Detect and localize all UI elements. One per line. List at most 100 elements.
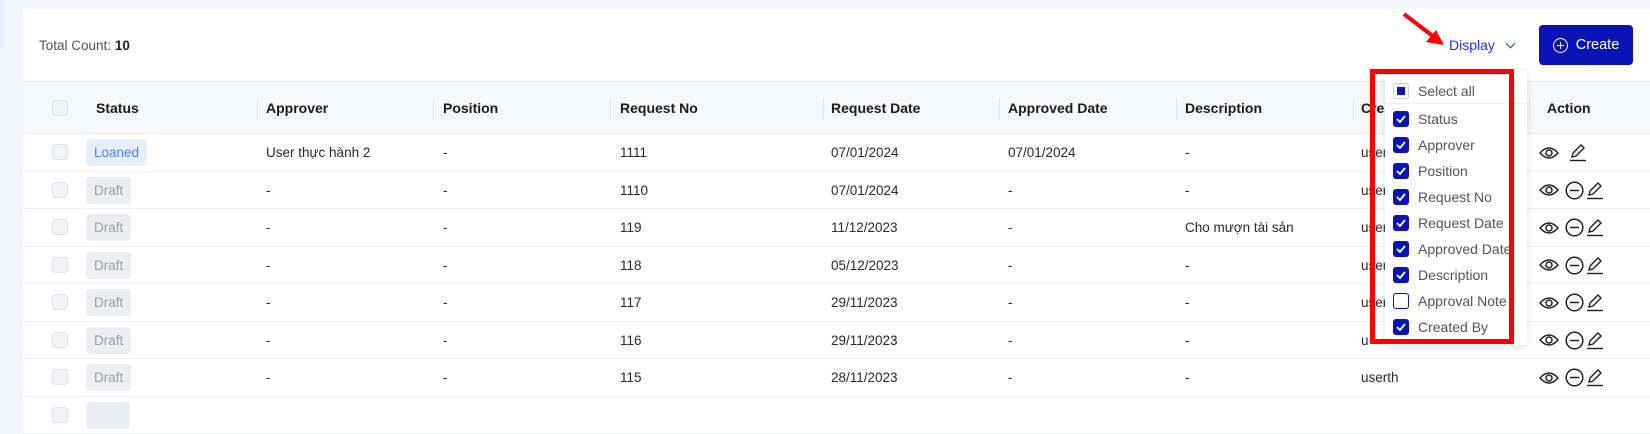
row-checkbox[interactable] — [52, 332, 68, 348]
total-count-value: 10 — [115, 38, 130, 53]
checkbox-checked-icon[interactable] — [1393, 189, 1409, 205]
cell-created-by: userth — [1361, 370, 1399, 385]
cell-request-no: 1111 — [620, 145, 647, 160]
table-row — [23, 397, 1650, 434]
checkbox-checked-icon[interactable] — [1393, 137, 1409, 153]
column-header-request-date: Request Date — [831, 100, 920, 116]
eye-icon[interactable] — [1539, 146, 1559, 163]
checkbox-checked-icon[interactable] — [1393, 215, 1409, 231]
select-all-rows-checkbox[interactable] — [52, 100, 68, 116]
row-checkbox[interactable] — [52, 219, 68, 235]
cell-request-no: 115 — [620, 370, 642, 385]
checkbox-checked-icon[interactable] — [1393, 319, 1409, 335]
cell-approver: - — [266, 370, 271, 385]
edit-icon[interactable] — [1586, 368, 1604, 390]
menu-item-label: Status — [1418, 111, 1458, 127]
minus-circle-icon[interactable] — [1565, 181, 1584, 203]
edit-icon[interactable] — [1569, 143, 1587, 165]
cell-approver: - — [266, 183, 271, 198]
cell-description: - — [1185, 333, 1190, 348]
cell-approver: User thực hành 2 — [266, 145, 370, 160]
menu-item-request-date[interactable]: Request Date — [1393, 215, 1504, 231]
menu-item-label: Approval Note — [1418, 293, 1507, 309]
cell-approved-date: - — [1008, 258, 1013, 273]
minus-circle-icon[interactable] — [1565, 368, 1584, 390]
menu-item-label: Request Date — [1418, 215, 1504, 231]
row-actions — [1539, 256, 1604, 278]
menu-item-label: Created By — [1418, 319, 1488, 335]
column-divider — [610, 98, 611, 120]
cell-approved-date: - — [1008, 220, 1013, 235]
eye-icon[interactable] — [1539, 296, 1559, 313]
menu-item-label: Description — [1418, 267, 1488, 283]
minus-circle-icon[interactable] — [1565, 331, 1584, 353]
column-header-status: Status — [96, 100, 139, 116]
row-checkbox[interactable] — [52, 369, 68, 385]
minus-circle-icon[interactable] — [1565, 293, 1584, 315]
checkbox-checked-icon[interactable] — [1393, 111, 1409, 127]
status-badge: Draft — [86, 327, 131, 354]
cell-created-by: u — [1361, 333, 1369, 348]
cell-approver: - — [266, 333, 271, 348]
eye-icon[interactable] — [1539, 221, 1559, 238]
create-button[interactable]: Create — [1539, 25, 1633, 65]
edit-icon[interactable] — [1586, 256, 1604, 278]
cell-created-by: user — [1361, 145, 1387, 160]
display-label: Display — [1449, 37, 1495, 53]
menu-item-approver[interactable]: Approver — [1393, 137, 1475, 153]
eye-icon[interactable] — [1539, 371, 1559, 388]
menu-item-approval-note[interactable]: Approval Note — [1393, 293, 1507, 309]
display-columns-menu: Select all Status Approver Position Request… — [1385, 70, 1527, 345]
eye-icon[interactable] — [1539, 183, 1559, 200]
menu-item-position[interactable]: Position — [1393, 163, 1468, 179]
status-badge: Draft — [86, 364, 131, 391]
column-divider — [1176, 98, 1177, 120]
eye-icon[interactable] — [1539, 258, 1559, 275]
row-checkbox[interactable] — [52, 182, 68, 198]
minus-circle-icon[interactable] — [1565, 218, 1584, 240]
menu-item-created-by[interactable]: Created By — [1393, 319, 1488, 335]
checkbox-checked-icon[interactable] — [1393, 241, 1409, 257]
column-divider — [1353, 98, 1354, 120]
menu-divider — [1385, 103, 1527, 104]
column-header-position: Position — [443, 100, 498, 116]
edit-icon[interactable] — [1586, 331, 1604, 353]
status-badge: Draft — [86, 177, 131, 204]
edit-icon[interactable] — [1586, 293, 1604, 315]
checkbox-unchecked-icon[interactable] — [1393, 293, 1409, 309]
cell-description: - — [1185, 183, 1190, 198]
edit-icon[interactable] — [1586, 181, 1604, 203]
cell-approver: - — [266, 220, 271, 235]
checkbox-checked-icon[interactable] — [1393, 163, 1409, 179]
row-checkbox[interactable] — [52, 257, 68, 273]
column-divider — [1529, 98, 1530, 120]
display-dropdown-button[interactable]: Display — [1449, 37, 1514, 53]
cell-position: - — [443, 183, 448, 198]
menu-item-select-all[interactable]: Select all — [1393, 83, 1475, 99]
checkbox-checked-icon[interactable] — [1393, 267, 1409, 283]
minus-circle-icon[interactable] — [1565, 256, 1584, 278]
row-checkbox[interactable] — [52, 144, 68, 160]
menu-item-label: Approved Date — [1418, 241, 1511, 257]
menu-item-request-no[interactable]: Request No — [1393, 189, 1492, 205]
row-checkbox[interactable] — [52, 407, 68, 423]
column-header-description: Description — [1185, 100, 1262, 116]
select-all-checkbox[interactable] — [1393, 83, 1409, 99]
cell-request-date: 07/01/2024 — [831, 145, 899, 160]
menu-item-description[interactable]: Description — [1393, 267, 1488, 283]
edit-icon[interactable] — [1586, 218, 1604, 240]
status-badge: Draft — [86, 214, 131, 241]
cell-approved-date: - — [1008, 333, 1013, 348]
column-divider — [257, 98, 258, 120]
row-actions — [1539, 143, 1587, 165]
menu-item-status[interactable]: Status — [1393, 111, 1458, 127]
menu-item-approved-date[interactable]: Approved Date — [1393, 241, 1511, 257]
eye-icon[interactable] — [1539, 333, 1559, 350]
cell-approver: - — [266, 295, 271, 310]
total-count-label: Total Count: — [39, 38, 111, 53]
cell-approved-date: - — [1008, 183, 1013, 198]
row-checkbox[interactable] — [52, 294, 68, 310]
row-actions — [1539, 218, 1604, 240]
cell-request-date: 29/11/2023 — [831, 333, 898, 348]
